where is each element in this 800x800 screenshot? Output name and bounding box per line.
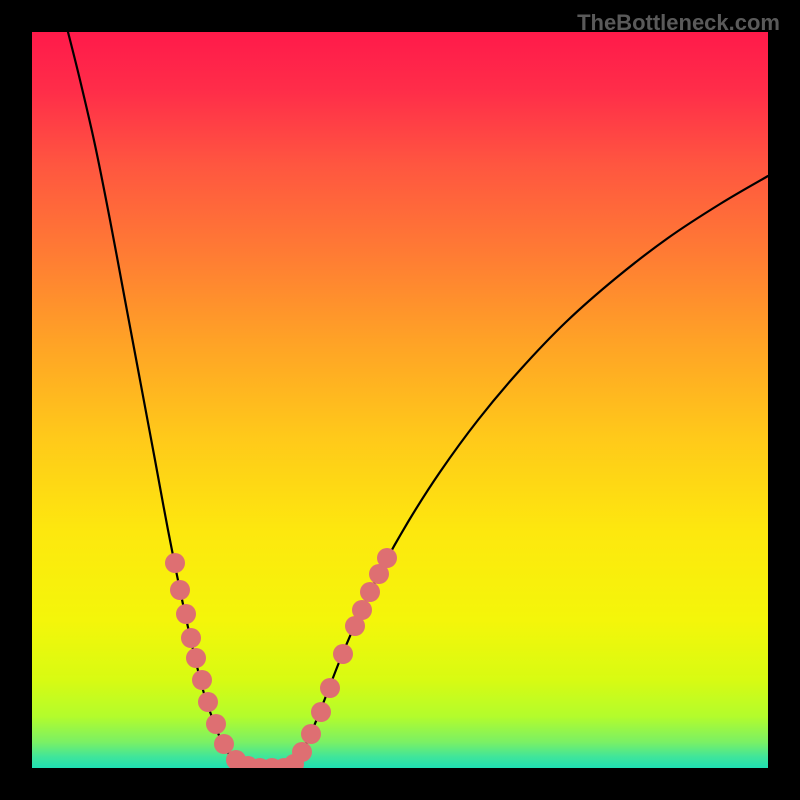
- marker-point: [333, 644, 353, 664]
- marker-point: [292, 742, 312, 762]
- marker-point: [377, 548, 397, 568]
- marker-point: [301, 724, 321, 744]
- chart-container: TheBottleneck.com: [0, 0, 800, 800]
- marker-point: [192, 670, 212, 690]
- marker-point: [320, 678, 340, 698]
- marker-point: [186, 648, 206, 668]
- marker-point: [360, 582, 380, 602]
- marker-point: [181, 628, 201, 648]
- watermark: TheBottleneck.com: [577, 10, 780, 36]
- marker-point: [176, 604, 196, 624]
- marker-point: [165, 553, 185, 573]
- marker-point: [170, 580, 190, 600]
- marker-point: [198, 692, 218, 712]
- chart-svg: [0, 0, 800, 800]
- marker-point: [206, 714, 226, 734]
- plot-background: [32, 32, 768, 768]
- marker-point: [352, 600, 372, 620]
- marker-point: [311, 702, 331, 722]
- marker-point: [214, 734, 234, 754]
